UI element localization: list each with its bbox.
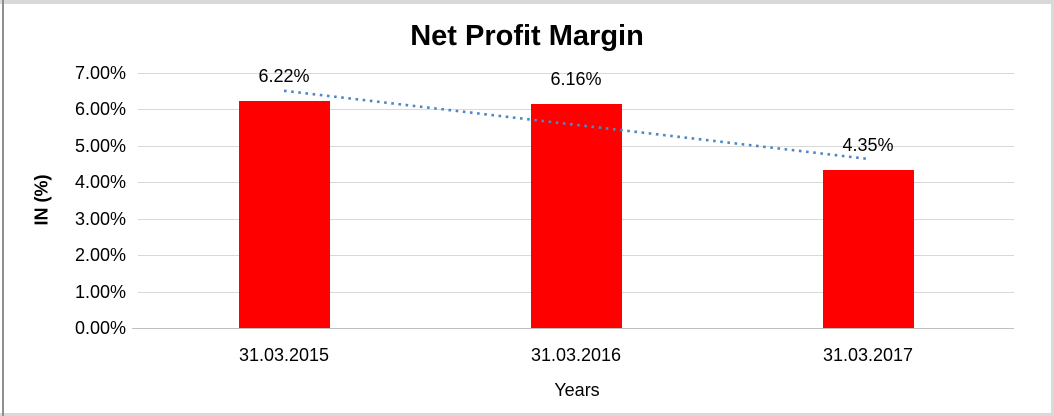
y-tick-label: 7.00% [74, 63, 126, 83]
bar [238, 101, 330, 328]
y-tick-label: 0.00% [74, 318, 126, 338]
bar [822, 169, 914, 328]
frame-border-bottom [0, 413, 1054, 416]
gridline [138, 73, 1014, 74]
y-tick-label: 2.00% [74, 245, 126, 266]
y-tick-label: 6.00% [74, 99, 126, 120]
y-tick-label: 3.00% [74, 208, 126, 229]
bar-data-label: 4.35% [842, 134, 894, 155]
bar [530, 103, 622, 328]
x-axis-title: Years [554, 380, 600, 400]
frame-border-left [2, 0, 4, 416]
frame-border-right [1051, 0, 1054, 416]
y-tick-label: 1.00% [74, 281, 126, 302]
x-axis-line [132, 328, 1014, 329]
x-tick-label: 31.03.2017 [822, 345, 914, 365]
y-tick-label: 5.00% [74, 135, 126, 156]
bar-data-label: 6.16% [550, 68, 602, 89]
chart-title: Net Profit Margin [410, 20, 644, 52]
x-tick-label: 31.03.2016 [530, 345, 622, 365]
x-tick-label: 31.03.2015 [238, 345, 330, 365]
bar-data-label: 6.22% [258, 66, 310, 87]
y-tick-label: 4.00% [74, 172, 126, 193]
frame-border-top [0, 0, 1054, 4]
